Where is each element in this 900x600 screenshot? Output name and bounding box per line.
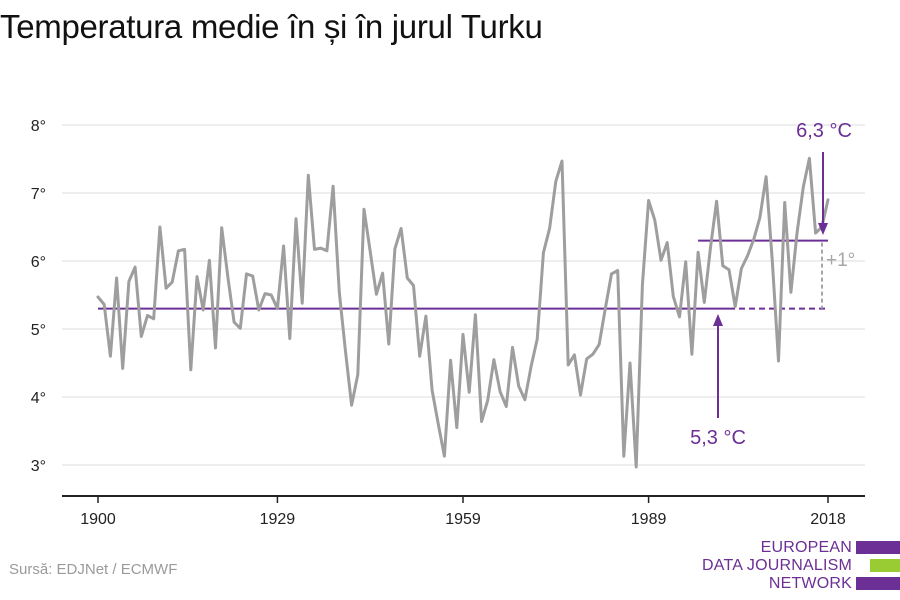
y-tick-label: 3° [31, 458, 46, 475]
recent-mean-label: 6,3 °C [796, 120, 852, 142]
logo-bar-2 [870, 559, 900, 572]
y-tick-label: 8° [31, 118, 46, 135]
y-axis-ticks: 3° 4° 5° 6° 7° 8° [31, 118, 46, 475]
baseline-mean-arrowhead [713, 314, 723, 326]
x-tick-label: 1989 [631, 511, 667, 528]
chart-title: Temperatura medie în și în jurul Turku [0, 8, 543, 45]
x-tick-label: 1959 [445, 511, 481, 528]
logo-line-3: NETWORK [768, 575, 852, 592]
temperature-series-line [96, 156, 830, 469]
y-tick-label: 6° [31, 254, 46, 271]
series-group [96, 156, 830, 469]
x-tick-label: 1900 [80, 511, 116, 528]
source-text: Sursă: EDJNet / ECMWF [9, 561, 178, 578]
x-tick-label: 1929 [260, 511, 296, 528]
baseline-mean-label: 5,3 °C [690, 427, 746, 449]
logo-bar-1 [856, 541, 900, 554]
recent-mean-arrowhead [818, 223, 828, 235]
grid-lines [62, 124, 865, 466]
y-tick-label: 5° [31, 322, 46, 339]
logo-line-2: DATA JOURNALISM [702, 557, 852, 574]
annotations: +1° 6,3 °C 5,3 °C [690, 120, 855, 449]
y-tick-label: 4° [31, 390, 46, 407]
x-tick-label: 2018 [810, 511, 846, 528]
edjnet-logo: EUROPEAN DATA JOURNALISM NETWORK [700, 537, 900, 597]
logo-bar-3 [856, 577, 900, 590]
logo-line-1: EUROPEAN [760, 539, 852, 556]
y-tick-label: 7° [31, 186, 46, 203]
difference-label: +1° [826, 250, 855, 271]
x-axis: 1900 1929 1959 1989 2018 [62, 495, 865, 528]
